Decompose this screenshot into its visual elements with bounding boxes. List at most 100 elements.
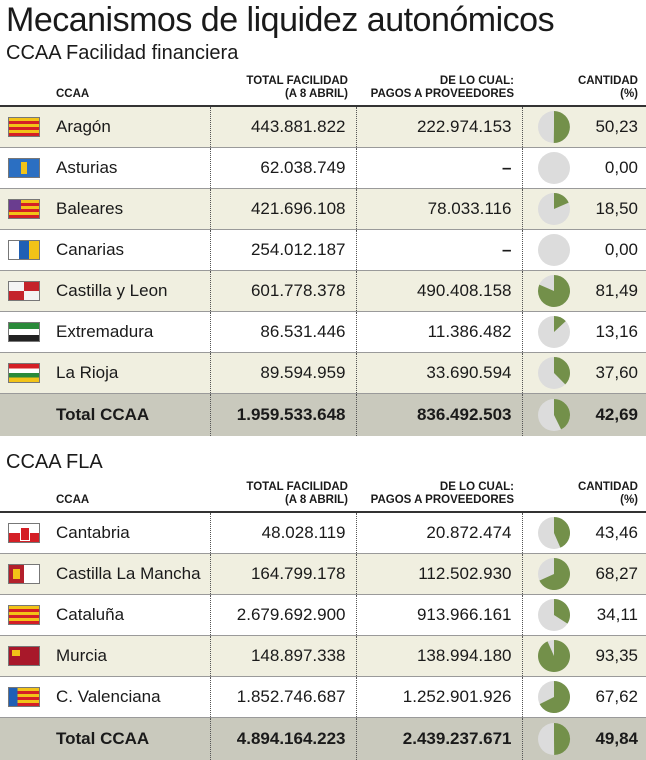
murcia-flag-icon — [8, 646, 40, 666]
pie-chart-icon — [537, 680, 571, 714]
section2-table: CCAA TOTAL FACILIDAD(A 8 ABRIL) DE LO CU… — [0, 476, 646, 760]
total-label: Total CCAA — [0, 718, 210, 760]
pie-chart-icon — [537, 233, 571, 267]
total-cell: 1.852.746.687 — [210, 677, 356, 718]
col-header-pagos: DE LO CUAL:PAGOS A PROVEEDORES — [356, 70, 522, 106]
pagos-cell: 1.252.901.926 — [356, 677, 522, 718]
pie-chart-icon — [537, 557, 571, 591]
pie-background — [538, 152, 570, 184]
pie-slice — [538, 640, 570, 672]
col-header-cantidad: CANTIDAD(%) — [522, 70, 646, 106]
total-cell: 148.897.338 — [210, 636, 356, 677]
table-row: C. Valenciana 1.852.746.687 1.252.901.92… — [0, 677, 646, 718]
table-row: Canarias 254.012.187 – 0,00 — [0, 230, 646, 271]
pct-value: 43,46 — [595, 523, 638, 543]
pct-value: 81,49 — [595, 281, 638, 301]
table-row: Extremadura 86.531.446 11.386.482 13,16 — [0, 312, 646, 353]
pct-value: 42,69 — [595, 405, 638, 425]
region-name: Murcia — [56, 646, 107, 666]
total-cell: 601.778.378 — [210, 271, 356, 312]
total-cell: 164.799.178 — [210, 554, 356, 595]
pct-value: 0,00 — [605, 158, 638, 178]
pagos-cell: 2.439.237.671 — [356, 718, 522, 760]
col-header-total: TOTAL FACILIDAD(A 8 ABRIL) — [210, 476, 356, 512]
table-row: Asturias 62.038.749 – 0,00 — [0, 148, 646, 189]
pie-chart-icon — [537, 274, 571, 308]
pagos-cell: – — [356, 148, 522, 189]
table-row: Cantabria 48.028.119 20.872.474 43,46 — [0, 512, 646, 554]
pct-value: 37,60 — [595, 363, 638, 383]
pie-chart-icon — [537, 516, 571, 550]
region-name: Baleares — [56, 199, 123, 219]
pct-value: 49,84 — [595, 729, 638, 749]
pagos-cell: 222.974.153 — [356, 106, 522, 148]
table-row: Cataluña 2.679.692.900 913.966.161 34,11 — [0, 595, 646, 636]
pie-slice — [554, 723, 570, 755]
pct-value: 34,11 — [597, 605, 638, 625]
col-header-cantidad: CANTIDAD(%) — [522, 476, 646, 512]
pie-chart-icon — [537, 722, 571, 756]
pct-value: 93,35 — [595, 646, 638, 666]
pagos-cell: 913.966.161 — [356, 595, 522, 636]
col-header-ccaa: CCAA — [0, 476, 210, 512]
pagos-cell: 11.386.482 — [356, 312, 522, 353]
pagos-cell: – — [356, 230, 522, 271]
col-header-ccaa: CCAA — [0, 70, 210, 106]
cataluna-flag-icon — [8, 605, 40, 625]
pie-slice — [553, 111, 569, 143]
total-cell: 2.679.692.900 — [210, 595, 356, 636]
region-name: Canarias — [56, 240, 124, 260]
pie-chart-icon — [537, 598, 571, 632]
section1-subtitle: CCAA Facilidad financiera — [6, 41, 238, 65]
total-row: Total CCAA 1.959.533.648 836.492.503 42,… — [0, 394, 646, 437]
pie-chart-icon — [537, 192, 571, 226]
region-name: Castilla y Leon — [56, 281, 168, 301]
table-row: Castilla La Mancha 164.799.178 112.502.9… — [0, 554, 646, 595]
pie-chart-icon — [537, 151, 571, 185]
canarias-flag-icon — [8, 240, 40, 260]
table-row: Aragón 443.881.822 222.974.153 50,23 — [0, 106, 646, 148]
pagos-cell: 78.033.116 — [356, 189, 522, 230]
table-row: Castilla y Leon 601.778.378 490.408.158 … — [0, 271, 646, 312]
pie-chart-icon — [537, 639, 571, 673]
cantabria-flag-icon — [8, 523, 40, 543]
pagos-cell: 33.690.594 — [356, 353, 522, 394]
asturias-flag-icon — [8, 158, 40, 178]
region-name: Aragón — [56, 117, 111, 137]
pct-value: 67,62 — [595, 687, 638, 707]
total-cell: 1.959.533.648 — [210, 394, 356, 437]
extremadura-flag-icon — [8, 322, 40, 342]
region-name: La Rioja — [56, 363, 118, 383]
region-name: Castilla La Mancha — [56, 564, 201, 584]
page-title: Mecanismos de liquidez autonómicos — [6, 0, 554, 40]
total-row: Total CCAA 4.894.164.223 2.439.237.671 4… — [0, 718, 646, 760]
baleares-flag-icon — [8, 199, 40, 219]
pagos-cell: 112.502.930 — [356, 554, 522, 595]
pie-chart-icon — [537, 315, 571, 349]
pie-background — [538, 234, 570, 266]
total-cell: 89.594.959 — [210, 353, 356, 394]
pie-chart-icon — [537, 110, 571, 144]
pct-value: 13,16 — [595, 322, 638, 342]
pie-chart-icon — [537, 356, 571, 390]
total-cell: 443.881.822 — [210, 106, 356, 148]
section1-table: CCAA TOTAL FACILIDAD(A 8 ABRIL) DE LO CU… — [0, 70, 646, 436]
region-name: Cantabria — [56, 523, 130, 543]
pagos-cell: 138.994.180 — [356, 636, 522, 677]
total-label: Total CCAA — [0, 394, 210, 437]
total-cell: 254.012.187 — [210, 230, 356, 271]
la-rioja-flag-icon — [8, 363, 40, 383]
col-header-total: TOTAL FACILIDAD(A 8 ABRIL) — [210, 70, 356, 106]
pie-chart-icon — [537, 398, 571, 432]
total-cell: 4.894.164.223 — [210, 718, 356, 760]
total-cell: 421.696.108 — [210, 189, 356, 230]
castilla-la-mancha-flag-icon — [8, 564, 40, 584]
pagos-cell: 836.492.503 — [356, 394, 522, 437]
region-name: Extremadura — [56, 322, 153, 342]
region-name: C. Valenciana — [56, 687, 161, 707]
region-name: Asturias — [56, 158, 117, 178]
table-row: Baleares 421.696.108 78.033.116 18,50 — [0, 189, 646, 230]
section2-subtitle: CCAA FLA — [6, 450, 103, 474]
pct-value: 68,27 — [595, 564, 638, 584]
